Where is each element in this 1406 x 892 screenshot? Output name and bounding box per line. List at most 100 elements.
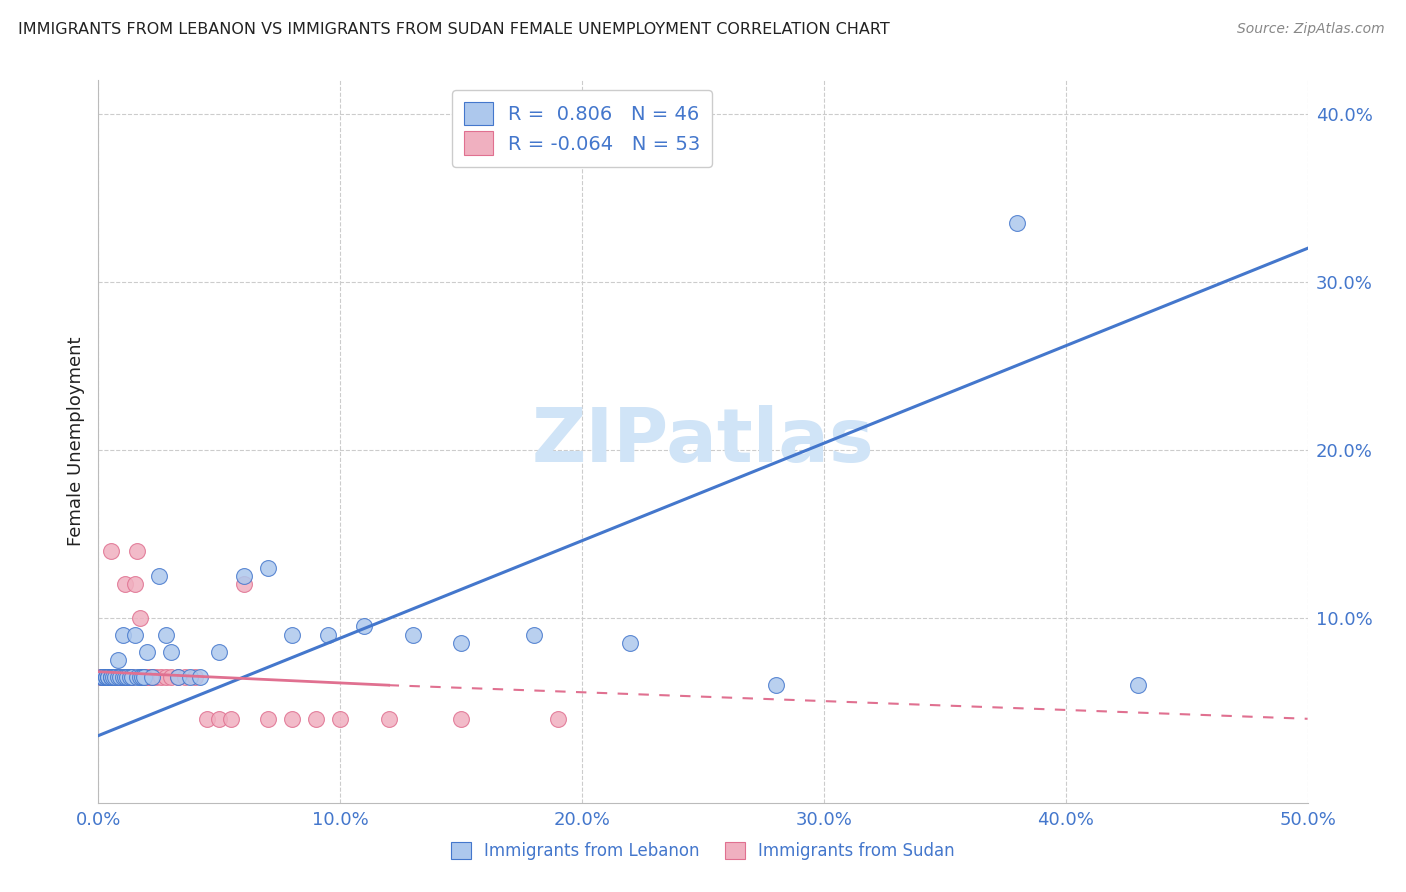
Point xyxy=(108,670,131,684)
Point xyxy=(117,670,139,684)
Point xyxy=(167,670,190,684)
Point xyxy=(160,670,183,684)
Point xyxy=(523,628,546,642)
Point xyxy=(256,712,278,726)
Point xyxy=(121,670,143,684)
Point xyxy=(1007,216,1029,230)
Point xyxy=(107,670,129,684)
Point xyxy=(232,577,254,591)
Point xyxy=(100,670,122,684)
Text: IMMIGRANTS FROM LEBANON VS IMMIGRANTS FROM SUDAN FEMALE UNEMPLOYMENT CORRELATION: IMMIGRANTS FROM LEBANON VS IMMIGRANTS FR… xyxy=(18,22,890,37)
Point xyxy=(101,670,124,684)
Point xyxy=(90,670,112,684)
Point xyxy=(111,670,134,684)
Point xyxy=(131,670,153,684)
Point xyxy=(155,628,177,642)
Point xyxy=(104,670,127,684)
Point xyxy=(90,670,112,684)
Point xyxy=(353,619,375,633)
Point xyxy=(329,712,352,726)
Point xyxy=(145,670,167,684)
Text: Source: ZipAtlas.com: Source: ZipAtlas.com xyxy=(1237,22,1385,37)
Point xyxy=(134,670,156,684)
Point xyxy=(135,644,157,658)
Text: ZIPatlas: ZIPatlas xyxy=(531,405,875,478)
Point xyxy=(100,670,122,684)
Point xyxy=(94,670,117,684)
Point xyxy=(97,670,120,684)
Point xyxy=(402,628,425,642)
Point xyxy=(107,653,129,667)
Point xyxy=(179,670,201,684)
Point xyxy=(195,712,218,726)
Point xyxy=(104,670,127,684)
Point xyxy=(141,670,163,684)
Point xyxy=(135,670,157,684)
Point xyxy=(167,670,190,684)
Point xyxy=(128,611,150,625)
Point xyxy=(101,670,124,684)
Point xyxy=(150,670,173,684)
Point xyxy=(94,670,117,684)
Point xyxy=(188,670,211,684)
Point xyxy=(138,670,160,684)
Point xyxy=(619,636,641,650)
Point xyxy=(108,670,131,684)
Point xyxy=(90,670,112,684)
Point xyxy=(232,569,254,583)
Y-axis label: Female Unemployment: Female Unemployment xyxy=(66,337,84,546)
Point xyxy=(305,712,328,726)
Point xyxy=(111,628,134,642)
Point xyxy=(124,577,146,591)
Point xyxy=(111,670,134,684)
Point xyxy=(97,670,120,684)
Point xyxy=(118,670,141,684)
Point xyxy=(208,644,231,658)
Point xyxy=(101,670,124,684)
Point xyxy=(281,628,304,642)
Point xyxy=(117,670,139,684)
Point xyxy=(1128,678,1150,692)
Point xyxy=(97,670,120,684)
Point xyxy=(765,678,787,692)
Point xyxy=(131,670,153,684)
Point xyxy=(114,670,136,684)
Point xyxy=(450,636,472,650)
Point xyxy=(97,670,120,684)
Point xyxy=(118,670,141,684)
Point xyxy=(107,670,129,684)
Point xyxy=(104,670,127,684)
Point xyxy=(155,670,177,684)
Point xyxy=(174,670,197,684)
Point xyxy=(114,577,136,591)
Point xyxy=(316,628,339,642)
Point xyxy=(148,569,170,583)
Point xyxy=(91,670,114,684)
Point xyxy=(121,670,143,684)
Point xyxy=(377,712,399,726)
Point xyxy=(100,670,122,684)
Point xyxy=(124,628,146,642)
Point xyxy=(127,670,149,684)
Point xyxy=(134,670,156,684)
Point xyxy=(547,712,569,726)
Point xyxy=(94,670,117,684)
Legend: Immigrants from Lebanon, Immigrants from Sudan: Immigrants from Lebanon, Immigrants from… xyxy=(444,835,962,867)
Point xyxy=(111,670,134,684)
Point xyxy=(114,670,136,684)
Point xyxy=(184,670,207,684)
Point xyxy=(100,543,122,558)
Point xyxy=(91,670,114,684)
Point xyxy=(118,670,141,684)
Point xyxy=(160,644,183,658)
Point xyxy=(128,670,150,684)
Point xyxy=(108,670,131,684)
Point xyxy=(94,670,117,684)
Point xyxy=(256,560,278,574)
Point xyxy=(127,543,149,558)
Point xyxy=(221,712,243,726)
Point xyxy=(141,670,163,684)
Point xyxy=(91,670,114,684)
Point xyxy=(450,712,472,726)
Point xyxy=(107,670,129,684)
